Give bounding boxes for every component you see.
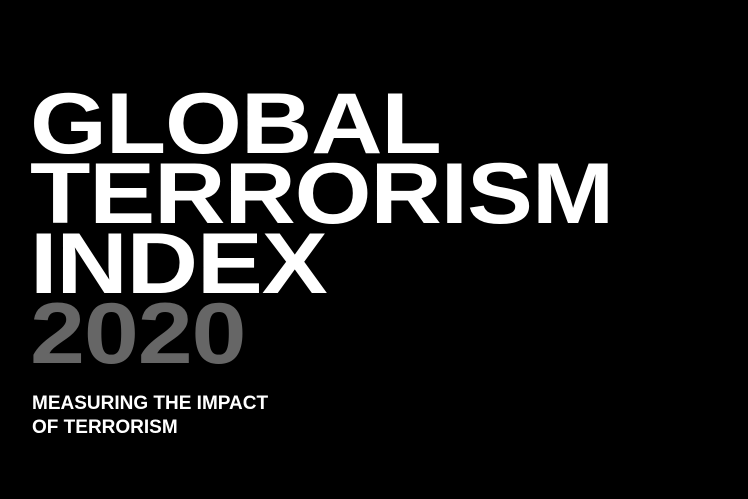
subtitle-line-2: OF TERRORISM — [32, 417, 178, 438]
subtitle-line-1: MEASURING THE IMPACT — [32, 393, 269, 414]
title-line-2: TERRORISM — [30, 146, 614, 242]
title-year: 2020 — [30, 286, 247, 382]
subtitle: MEASURING THE IMPACT OF TERRORISM — [32, 392, 268, 440]
title-block: GLOBAL TERRORISM INDEX 2020 — [30, 81, 730, 377]
title-line-1: GLOBAL — [30, 76, 442, 172]
title-line-3: INDEX — [30, 216, 328, 312]
